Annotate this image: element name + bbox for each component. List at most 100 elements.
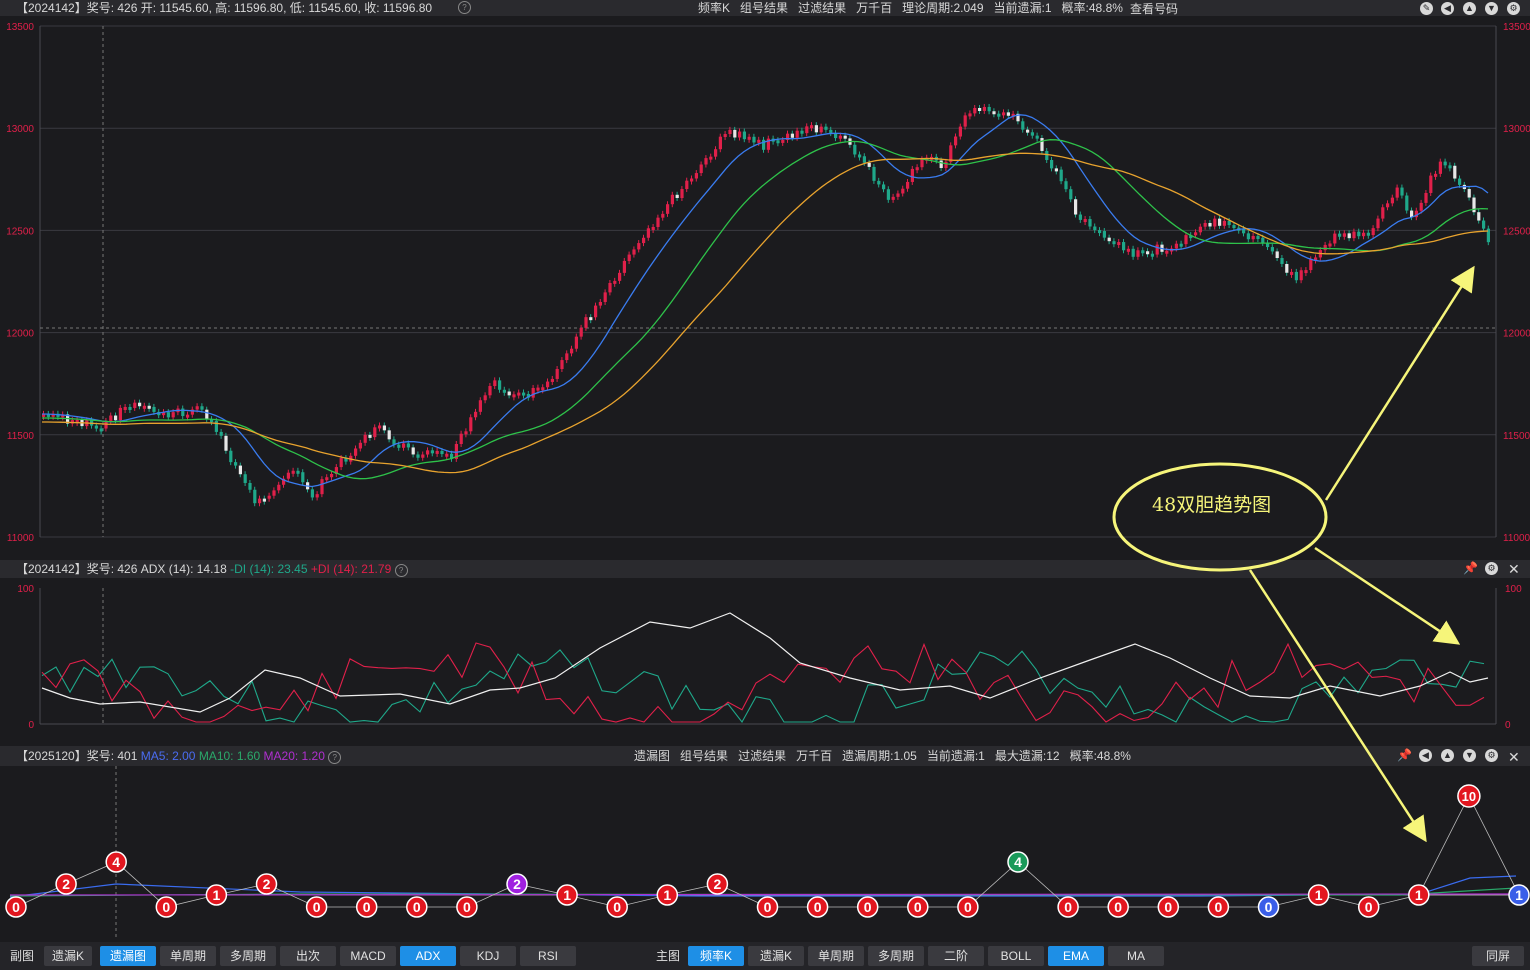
candle — [1323, 244, 1327, 251]
candle — [219, 431, 223, 436]
arrow-down-icon[interactable]: ▼ — [1463, 749, 1476, 762]
candle — [685, 180, 689, 190]
candle — [1074, 199, 1078, 215]
candle — [622, 260, 626, 273]
bottom-toolbar: 副图 遗漏K 遗漏图 单周期 多周期 出次 MACD ADX KDJ RSI 主图 频率K 遗漏K… — [0, 942, 1530, 970]
candle — [1064, 181, 1068, 190]
candle — [387, 430, 391, 440]
filter-result-label[interactable]: 过滤结果 — [738, 749, 787, 763]
y-tick-left: 11500 — [7, 431, 35, 442]
same-screen-button[interactable]: 同屏 — [1472, 946, 1524, 966]
candle — [1030, 132, 1034, 136]
candle — [258, 498, 262, 504]
miss-point — [1057, 896, 1079, 918]
candle — [1026, 129, 1030, 133]
candle — [546, 381, 550, 388]
back-icon[interactable]: ◀ — [1441, 2, 1454, 15]
candle — [1472, 197, 1476, 213]
candle — [747, 136, 751, 140]
miss-point-label: 2 — [62, 876, 70, 892]
pin-icon[interactable]: 📌 — [1463, 561, 1478, 575]
main-candlestick-chart[interactable]: 13500 13500 13000 13000 12500 12500 12000 12000… — [0, 16, 1530, 556]
back-icon[interactable]: ◀ — [1419, 749, 1432, 762]
candle — [1434, 173, 1438, 177]
freq-k-label[interactable]: 频率K — [698, 1, 731, 15]
pin-icon[interactable]: 📌 — [1397, 748, 1412, 762]
candle — [1102, 231, 1106, 238]
miss-point-label: 4 — [112, 854, 120, 870]
group-result-label[interactable]: 组号结果 — [680, 749, 729, 763]
candle — [1213, 218, 1217, 227]
filter-result-label[interactable]: 过滤结果 — [798, 1, 847, 15]
sub-chart-button-7[interactable]: KDJ — [460, 946, 516, 966]
sub-chart-button-5[interactable]: MACD — [340, 946, 396, 966]
candle — [1112, 241, 1116, 245]
candle — [70, 420, 74, 424]
digit-label[interactable]: 万千百 — [796, 749, 833, 763]
candle — [373, 427, 377, 438]
main-chart-button-6[interactable]: EMA — [1048, 946, 1104, 966]
candle — [224, 435, 228, 451]
candle — [1050, 159, 1054, 169]
close-icon[interactable]: ✕ — [1508, 561, 1520, 577]
main-chart-button-7[interactable]: MA — [1108, 946, 1164, 966]
candle — [824, 126, 828, 130]
miss-point-label: 0 — [12, 899, 20, 915]
candle — [862, 156, 866, 163]
miss-point — [105, 851, 127, 873]
y-tick-left: 13500 — [6, 22, 34, 33]
close-icon[interactable]: ✕ — [1508, 749, 1520, 765]
candle — [795, 130, 799, 138]
miss-point — [606, 896, 628, 918]
settings-icon[interactable]: ⚙ — [1485, 562, 1498, 575]
arrow-up-icon[interactable]: ▲ — [1441, 749, 1454, 762]
sub-chart-button-2[interactable]: 单周期 — [160, 946, 216, 966]
sub-chart-button-6[interactable]: ADX — [400, 946, 456, 966]
candle — [205, 409, 209, 420]
adx-chart[interactable]: 100 100 0 0 — [0, 578, 1530, 738]
candles — [42, 103, 1490, 507]
candle — [541, 387, 545, 391]
sub-chart-button-4[interactable]: 出次 — [280, 946, 336, 966]
sub-chart-button-1[interactable]: 遗漏图 — [100, 946, 156, 966]
miss-point-label: 2 — [714, 876, 722, 892]
y-tick-right: 13000 — [1503, 124, 1530, 135]
miss-point-label: 0 — [1164, 899, 1172, 915]
candle — [56, 413, 60, 417]
candle — [632, 249, 636, 255]
candle — [829, 129, 833, 134]
candle — [944, 161, 948, 169]
candle — [603, 292, 607, 302]
miss-point-label: 2 — [513, 876, 521, 892]
main-chart-button-5[interactable]: BOLL — [988, 946, 1044, 966]
help-icon[interactable]: ? — [328, 751, 342, 764]
help-icon[interactable]: ? — [394, 564, 408, 577]
main-chart-button-4[interactable]: 二阶 — [928, 946, 984, 966]
arrow-down-icon[interactable]: ▼ — [1485, 2, 1498, 15]
candle — [882, 184, 886, 190]
edit-icon[interactable]: ✎ — [1420, 2, 1433, 15]
main-chart-button-0[interactable]: 频率K — [688, 946, 744, 966]
settings-icon[interactable]: ⚙ — [1507, 2, 1520, 15]
group-result-label[interactable]: 组号结果 — [740, 1, 789, 15]
miss-point — [1408, 884, 1430, 906]
sub-chart-button-0[interactable]: 遗漏K — [44, 946, 92, 966]
settings-icon[interactable]: ⚙ — [1485, 749, 1498, 762]
y-tick-left: 11000 — [7, 533, 35, 544]
main-chart-button-3[interactable]: 多周期 — [868, 946, 924, 966]
candle — [834, 133, 838, 139]
help-icon[interactable]: ? — [458, 1, 471, 14]
candle — [1304, 270, 1308, 274]
miss-chart-label[interactable]: 遗漏图 — [634, 749, 671, 763]
ma20-line — [42, 152, 1489, 474]
check-number-button[interactable]: 查看号码 — [1130, 2, 1179, 16]
miss-point-label: 0 — [1265, 899, 1273, 915]
main-chart-button-2[interactable]: 单周期 — [808, 946, 864, 966]
main-chart-button-1[interactable]: 遗漏K — [748, 946, 804, 966]
digit-label[interactable]: 万千百 — [856, 1, 893, 15]
candle — [1285, 263, 1289, 273]
arrow-up-icon[interactable]: ▲ — [1463, 2, 1476, 15]
sub-chart-button-8[interactable]: RSI — [520, 946, 576, 966]
sub-chart-button-3[interactable]: 多周期 — [220, 946, 276, 966]
